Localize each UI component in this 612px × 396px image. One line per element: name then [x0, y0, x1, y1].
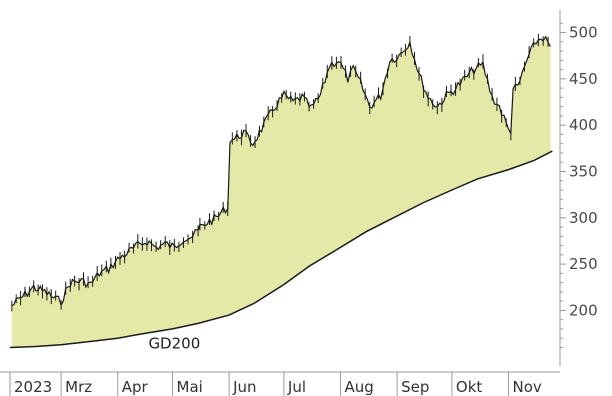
- y-tick-label: 300: [569, 209, 598, 227]
- y-tick-label: 450: [569, 70, 598, 88]
- gd200-line: [9, 150, 553, 349]
- x-tick-label: Nov: [513, 378, 542, 396]
- y-tick-label: 250: [569, 255, 598, 273]
- labels-layer: GD200: [148, 335, 200, 353]
- axes-layer: 200 250 300 350 400 450 500 2023 Mrz Apr Mai Jun Jul…: [0, 10, 598, 396]
- price-line: [11, 35, 552, 307]
- x-tick-label: Jun: [232, 378, 256, 396]
- y-tick-label: 200: [569, 301, 598, 319]
- gd200-label: GD200: [148, 335, 200, 353]
- price-area-fill: [11, 36, 551, 348]
- y-tick-label: 500: [569, 24, 598, 42]
- x-tick-label: Okt: [456, 378, 482, 396]
- x-tick-label: 2023: [14, 378, 52, 396]
- moving-average-layer: [9, 150, 553, 349]
- y-tick-label: 350: [569, 162, 598, 180]
- x-tick-label: Mai: [177, 378, 203, 396]
- x-tick-label: Aug: [345, 378, 374, 396]
- price-line-layer: [11, 33, 552, 312]
- x-tick-label: Jul: [287, 378, 306, 396]
- x-tick-label: Apr: [122, 378, 149, 396]
- y-tick-label: 400: [569, 116, 598, 134]
- x-tick-label: Sep: [401, 378, 429, 396]
- price-area-layer: [11, 36, 551, 348]
- x-tick-label: Mrz: [65, 378, 92, 396]
